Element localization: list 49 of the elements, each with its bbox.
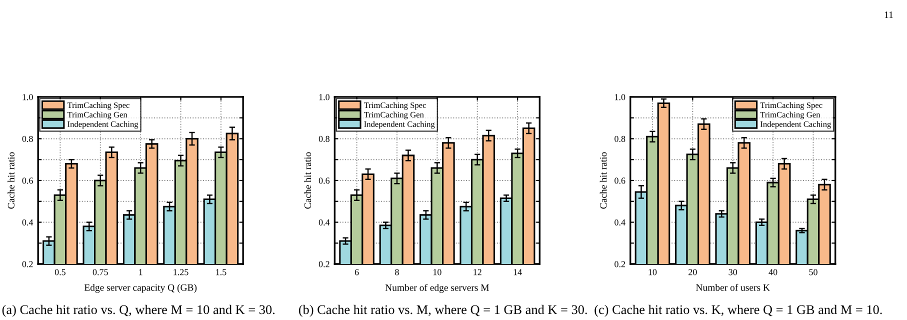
text: (a) Cache hit ratio vs. Q, where M = 10 and K = 30.: [2, 304, 275, 317]
x-tick-label: 50: [809, 269, 818, 276]
y-tick-label: 0.2: [318, 261, 330, 268]
y-tick-label: 0.8: [318, 136, 330, 142]
y-tick-label: 0.6: [318, 178, 330, 184]
y-tick-label: 0.8: [614, 136, 626, 142]
y-tick-label: 1.0: [319, 94, 330, 100]
legend-label: Independent Caching: [364, 121, 435, 129]
y-tick-label: 0.4: [22, 219, 34, 226]
legend-label: TrimCaching Gen: [760, 112, 820, 120]
text: 11: [884, 12, 893, 18]
text: (b) Cache hit ratio vs. M, where Q = 1 GB and K = 30.: [298, 304, 587, 317]
x-tick-label: 20: [688, 269, 697, 276]
y-tick-label: 1.0: [22, 94, 33, 100]
x-tick-label: 14: [514, 269, 522, 276]
x-tick-label: 1: [139, 269, 142, 276]
x-tick-label: 1.5: [216, 269, 226, 276]
y-axis-title: Cache hit ratio: [600, 152, 607, 209]
legend-label: TrimCaching Gen: [67, 112, 128, 120]
y-tick-label: 0.6: [614, 178, 626, 184]
y-tick-label: 1.0: [615, 94, 626, 100]
y-tick-label: 0.6: [22, 178, 33, 184]
x-tick-label: 30: [728, 269, 738, 276]
x-tick-label: 8: [395, 269, 399, 276]
text: (c) Cache hit ratio vs. K, where Q = 1 GB and M = 10.: [594, 304, 882, 317]
legend-label: TrimCaching Gen: [364, 112, 424, 120]
x-axis-title: Edge server capacity Q (GB): [84, 284, 197, 293]
x-axis-title: Number of edge servers M: [385, 284, 489, 293]
x-axis-title: Number of users K: [696, 284, 770, 291]
x-tick-label: 6: [354, 269, 359, 276]
y-axis-title: Cache hit ratio: [304, 152, 312, 209]
legend-label: TrimCaching Spec: [364, 102, 426, 110]
x-tick-label: 1.25: [174, 269, 188, 276]
y-axis-title: Cache hit ratio: [8, 152, 14, 209]
legend-label: TrimCaching Spec: [760, 102, 822, 110]
x-tick-label: 12: [474, 269, 482, 276]
y-tick-label: 0.4: [614, 219, 626, 226]
y-tick-label: 0.2: [614, 261, 626, 268]
legend-label: Independent Caching: [68, 121, 138, 129]
x-tick-label: 0.5: [54, 269, 66, 276]
x-tick-label: 10: [433, 269, 442, 276]
x-tick-label: 10: [648, 269, 657, 276]
x-tick-label: 0.75: [92, 269, 108, 276]
legend-label: Independent Caching: [760, 121, 832, 129]
legend-label: TrimCaching Spec: [67, 102, 130, 110]
x-tick-label: 40: [768, 269, 778, 276]
y-tick-label: 0.8: [22, 136, 33, 142]
y-tick-label: 0.4: [318, 219, 330, 226]
y-tick-label: 0.2: [22, 261, 33, 268]
